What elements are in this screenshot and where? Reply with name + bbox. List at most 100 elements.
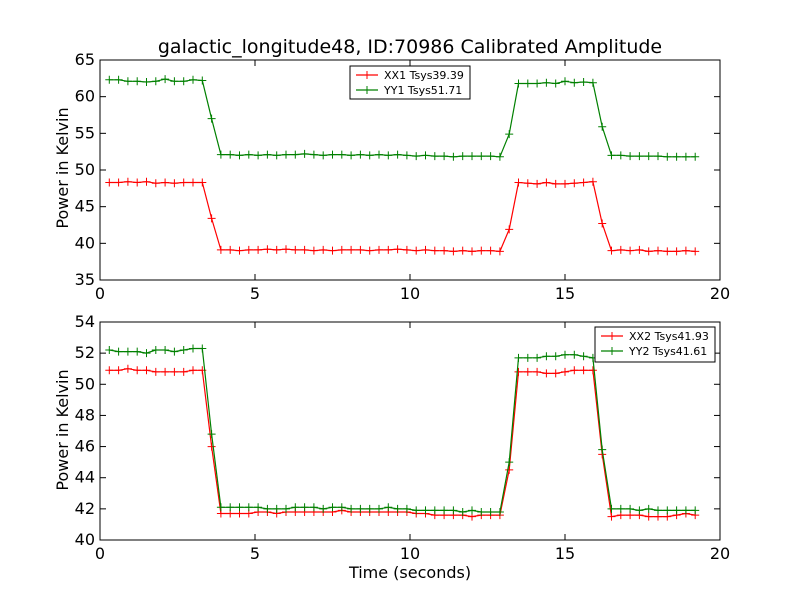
data-point-yy2 [393, 504, 402, 513]
data-point-xx1 [505, 225, 514, 234]
bottom-x-tick-label: 20 [710, 544, 730, 563]
data-point-xx1 [347, 245, 356, 254]
data-point-yy1 [495, 152, 504, 161]
legend-label-yy1: YY1 Tsys51.71 [383, 84, 462, 97]
top-x-tick-label: 20 [710, 284, 730, 303]
chart-title: galactic_longitude48, ID:70986 Calibrate… [158, 36, 662, 58]
data-point-yy2 [672, 506, 681, 515]
data-point-xx1 [598, 219, 607, 228]
data-point-yy2 [207, 430, 216, 439]
data-point-xx1 [616, 245, 625, 254]
bottom-y-axis-label: Power in Kelvin [53, 369, 72, 490]
data-point-yy2 [309, 503, 318, 512]
data-point-xx1 [430, 246, 439, 255]
data-point-yy1 [226, 150, 235, 159]
data-point-yy2 [123, 347, 132, 356]
data-point-xx2 [607, 512, 616, 521]
data-point-yy2 [579, 352, 588, 361]
data-point-xx2 [523, 367, 532, 376]
data-point-yy1 [356, 150, 365, 159]
data-point-xx1 [272, 245, 281, 254]
data-point-xx2 [123, 364, 132, 373]
legend-marker-yy1 [363, 86, 371, 94]
data-point-yy1 [644, 152, 653, 161]
data-point-xx1 [198, 178, 207, 187]
data-point-xx1 [681, 246, 690, 255]
data-point-yy2 [319, 504, 328, 513]
data-point-yy2 [375, 504, 383, 513]
data-point-yy2 [170, 347, 179, 356]
legend-label-xx2: XX2 Tsys41.93 [629, 330, 709, 343]
data-point-xx2 [207, 442, 216, 451]
data-point-xx1 [216, 245, 225, 254]
data-point-yy1 [579, 78, 588, 86]
data-point-yy2 [198, 344, 207, 353]
data-point-yy2 [402, 504, 411, 513]
data-point-yy2 [505, 458, 514, 467]
data-point-xx1 [514, 178, 523, 187]
data-point-yy1 [375, 150, 383, 159]
data-point-xx2 [114, 366, 123, 375]
data-point-xx2 [533, 367, 542, 376]
bottom-y-tick-label: 40 [75, 530, 95, 549]
data-point-xx2 [170, 367, 179, 376]
data-point-yy1 [635, 152, 644, 161]
data-point-yy2 [384, 503, 393, 512]
data-point-xx2 [189, 366, 197, 375]
data-point-yy1 [133, 77, 142, 86]
top-y-tick-label: 60 [75, 87, 95, 106]
data-point-yy2 [114, 347, 123, 356]
data-point-yy2 [254, 503, 263, 512]
bottom-y-tick-label: 48 [75, 405, 95, 424]
series-line-yy1 [109, 78, 696, 158]
data-point-yy1 [449, 152, 458, 161]
data-point-yy1 [235, 151, 244, 160]
top-x-tick-label: 5 [250, 284, 260, 303]
data-point-yy2 [263, 504, 272, 513]
data-point-yy2 [477, 507, 486, 516]
data-point-yy2 [235, 503, 244, 512]
data-point-yy2 [616, 504, 625, 513]
data-point-yy1 [533, 79, 542, 88]
data-point-xx1 [356, 245, 365, 254]
data-point-xx1 [189, 178, 197, 187]
data-point-xx2 [570, 366, 579, 375]
data-point-xx1 [393, 245, 402, 254]
series-line-xx2 [109, 368, 696, 518]
bottom-subplot: Power in Kelvin Time (seconds) 0 5 10 15 20 4… [53, 312, 730, 582]
data-point-yy2 [607, 504, 616, 513]
data-point-yy2 [133, 347, 142, 356]
data-point-xx1 [337, 245, 346, 254]
data-point-yy2 [161, 346, 170, 355]
data-point-yy1 [393, 150, 402, 159]
data-point-yy2 [449, 506, 458, 515]
data-point-yy2 [681, 506, 690, 515]
data-point-yy1 [123, 77, 132, 86]
data-point-yy1 [663, 152, 672, 161]
data-point-yy1 [365, 151, 374, 160]
data-point-xx1 [561, 179, 569, 188]
data-point-xx1 [449, 247, 458, 256]
legend-label-yy2: YY2 Tsys41.61 [628, 345, 707, 358]
bottom-x-tick-label: 0 [95, 544, 105, 563]
data-point-yy1 [170, 77, 179, 86]
data-point-yy1 [300, 149, 309, 158]
data-point-yy1 [347, 151, 356, 160]
data-point-xx2 [579, 366, 588, 375]
data-point-xx1 [523, 179, 532, 188]
data-point-yy2 [179, 346, 188, 355]
data-point-yy1 [430, 152, 439, 161]
data-point-yy2 [533, 353, 542, 362]
data-point-yy2 [356, 504, 365, 513]
data-point-yy1 [151, 77, 160, 86]
data-point-xx1 [458, 246, 467, 255]
data-point-xx2 [505, 465, 514, 474]
data-point-xx1 [375, 245, 383, 254]
data-point-xx1 [328, 246, 337, 255]
data-point-xx1 [570, 179, 579, 188]
data-point-yy1 [291, 150, 300, 159]
data-point-xx1 [300, 245, 309, 254]
data-point-yy2 [105, 346, 114, 355]
data-point-xx1 [607, 246, 616, 255]
